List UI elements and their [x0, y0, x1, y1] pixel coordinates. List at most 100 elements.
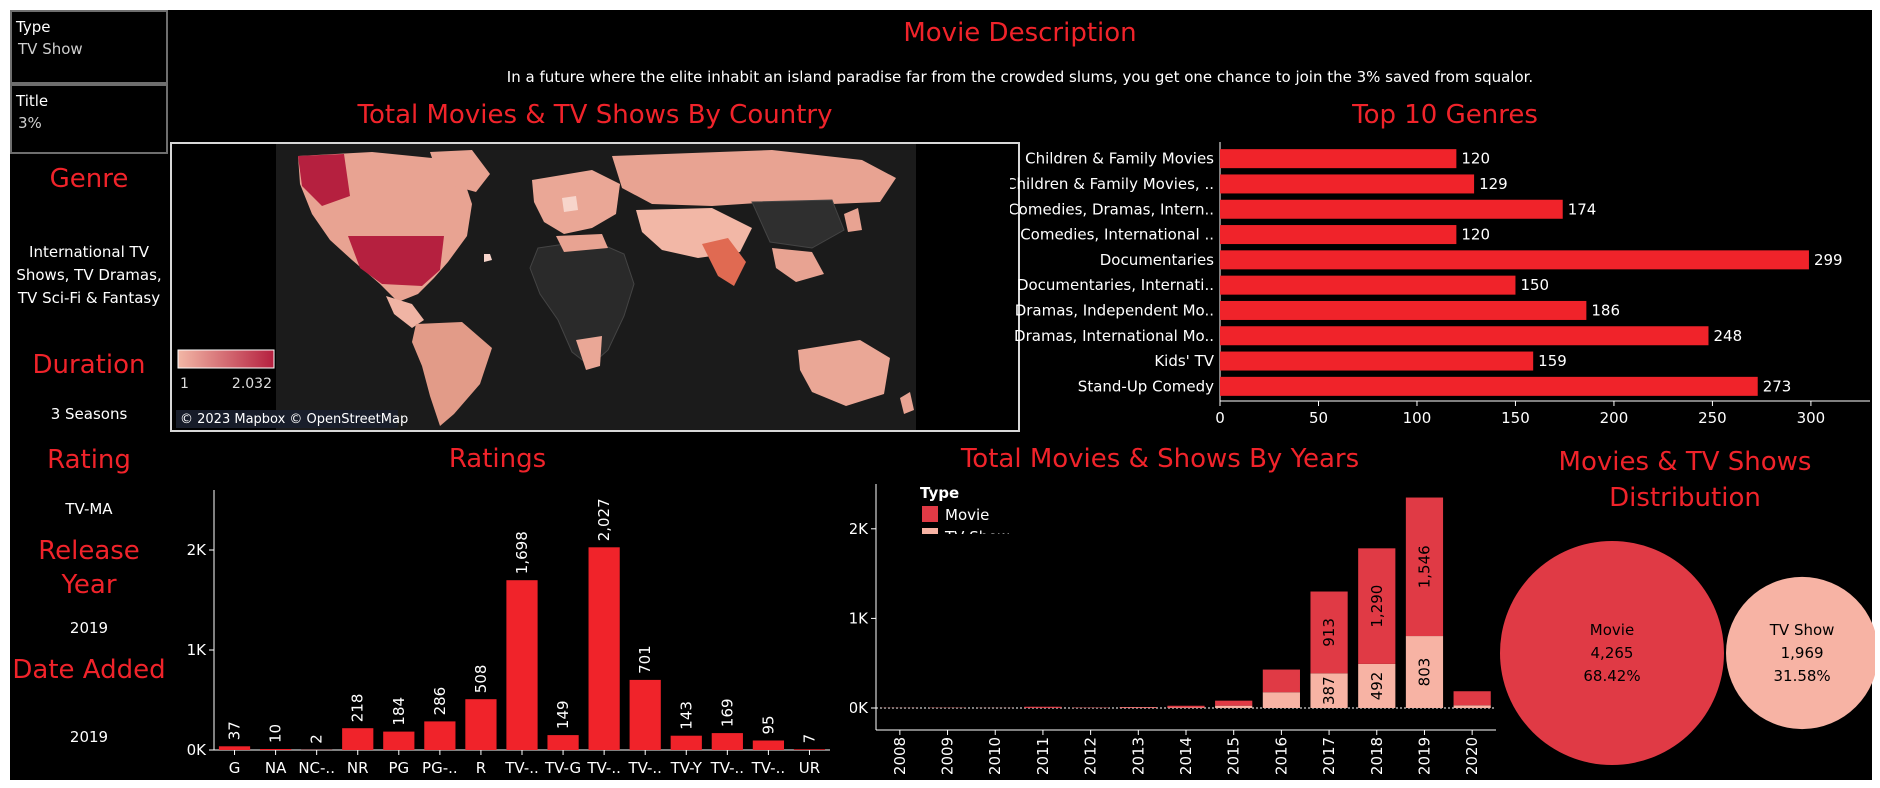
year-segment-label: 1,546 — [1415, 545, 1433, 588]
genre-value-label: 174 — [1568, 200, 1597, 218]
years-legend-label-tv-show: TV Show — [944, 528, 1010, 546]
rating-value-label: 149 — [554, 700, 572, 729]
rating-value-label: 286 — [431, 687, 449, 716]
years-y-tick-label: 1K — [850, 609, 869, 627]
genre-bar — [1220, 275, 1516, 295]
years-y-tick-label: 0K — [850, 699, 869, 717]
rating-bar — [793, 749, 826, 750]
title-filter-label: Title — [16, 92, 49, 110]
distribution-title: Movies & TV Shows Distribution — [1500, 444, 1870, 516]
rating-value-label: 218 — [349, 694, 367, 723]
japan-shape — [844, 208, 862, 232]
year-category-label: 2019 — [1415, 737, 1433, 775]
china-shape — [751, 199, 845, 249]
release-year-title-line: Year — [61, 570, 117, 600]
release-year-title-line: Release — [38, 536, 140, 566]
release-year-value: 2019 — [69, 619, 109, 637]
genre-value-label: 120 — [1461, 226, 1490, 244]
nigeria-shape — [484, 254, 492, 262]
year-bar-movie — [1024, 706, 1062, 708]
south-africa-shape — [576, 336, 602, 370]
rating-category-label: TV-.. — [751, 759, 786, 777]
rating-value-label: 37 — [226, 721, 244, 740]
year-bar-tv-show — [1358, 663, 1396, 708]
alaska-shape — [298, 154, 350, 206]
rating-category-label: NA — [265, 759, 287, 777]
years-legend-swatch-tv-show — [922, 528, 938, 534]
rating-category-label: NC-.. — [298, 759, 335, 777]
genre-bar — [1220, 351, 1534, 371]
rating-value-label: 169 — [718, 698, 736, 727]
release-year-title: Release Year — [10, 534, 168, 602]
genres-x-tick-label: 300 — [1797, 409, 1826, 427]
year-bar-movie — [1358, 548, 1396, 664]
map-legend-min: 1 — [180, 376, 189, 392]
genre-category-label: Documentaries, Internati.. — [1017, 276, 1214, 294]
years-y-tick-label: 2K — [850, 520, 869, 538]
year-bar-tv-show — [1215, 705, 1253, 708]
genre-value-line: Shows, TV Dramas, — [16, 266, 162, 284]
title-filter-value: 3% — [18, 114, 42, 132]
rating-value-label: 701 — [636, 645, 654, 674]
title-filter[interactable]: Title 3% — [10, 84, 168, 154]
type-filter-label: Type — [16, 18, 51, 36]
type-filter[interactable]: Type TV Show — [10, 10, 168, 84]
greenland-shape — [430, 150, 490, 192]
year-bar-tv-show — [1167, 707, 1205, 708]
map-legend-gradient — [177, 349, 275, 369]
genre-value-label: 129 — [1479, 175, 1508, 193]
rating-bar — [711, 733, 743, 750]
genre-category-label: Stand-Up Comedy — [1078, 377, 1214, 395]
ratings-title: Ratings — [448, 444, 547, 474]
year-category-label: 2018 — [1368, 737, 1386, 775]
genres-x-tick-label: 100 — [1403, 409, 1432, 427]
year-category-label: 2009 — [939, 737, 957, 775]
central-america-shape — [386, 296, 424, 328]
rating-bar — [670, 735, 702, 750]
movie-bubble — [1500, 541, 1724, 765]
rating-value-label: 7 — [800, 734, 818, 744]
country-map[interactable]: 1 2.032 © 2023 Mapbox © OpenStreetMap — [170, 142, 1020, 432]
year-category-label: 2020 — [1463, 737, 1481, 775]
year-category-label: 2017 — [1320, 737, 1338, 775]
rating-category-label: TV-G — [544, 759, 581, 777]
genre-bar — [1220, 250, 1809, 270]
year-category-label: 2012 — [1082, 737, 1100, 775]
genres-x-tick-label: 50 — [1309, 409, 1328, 427]
year-category-label: 2011 — [1034, 737, 1052, 775]
australia-shape — [798, 340, 890, 406]
map-svg: 1 2.032 © 2023 Mapbox © OpenStreetMap — [176, 144, 916, 430]
india-shape — [702, 238, 746, 286]
year-bar-movie — [1215, 700, 1253, 706]
map-attribution[interactable]: © 2023 Mapbox © OpenStreetMap — [180, 412, 408, 427]
rating-value-label: 2 — [308, 734, 326, 744]
genre-bar — [1220, 199, 1563, 219]
year-segment-label: 913 — [1320, 618, 1338, 647]
rating-value: TV-MA — [65, 500, 113, 518]
rating-category-label: TV-.. — [710, 759, 745, 777]
genre-value-label: 299 — [1814, 251, 1843, 269]
year-bar-movie — [1167, 705, 1205, 708]
date-added-title: Date Added — [12, 655, 166, 685]
year-bar-tv-show — [1405, 636, 1444, 708]
description-text: In a future where the elite inhabit an i… — [506, 68, 1534, 86]
genre-category-label: Documentaries — [1100, 251, 1214, 269]
new-zealand-shape — [900, 392, 914, 414]
year-bar-movie — [1262, 669, 1300, 693]
year-bar-movie — [1310, 591, 1348, 674]
bubble-percent: 68.42% — [1583, 667, 1640, 685]
year-segment-label: 387 — [1320, 676, 1338, 705]
rating-value-label: 143 — [677, 701, 695, 730]
rating-category-label: TV-.. — [586, 759, 621, 777]
genre-category-label: Dramas, Independent Mo.. — [1015, 301, 1214, 319]
genres-chart: Children & Family Movies 120 Children & Fa… — [1010, 142, 1870, 427]
rating-category-label: G — [229, 759, 241, 777]
genre-bar — [1220, 174, 1475, 194]
genres-x-tick-label: 200 — [1600, 409, 1629, 427]
genre-bar — [1220, 326, 1709, 346]
type-filter-value: TV Show — [18, 40, 83, 58]
year-category-label: 2016 — [1272, 737, 1290, 775]
years-legend-label-movie: Movie — [945, 506, 989, 524]
ratings-y-tick-label: 0K — [187, 741, 208, 759]
bubble-count: 4,265 — [1591, 644, 1634, 662]
